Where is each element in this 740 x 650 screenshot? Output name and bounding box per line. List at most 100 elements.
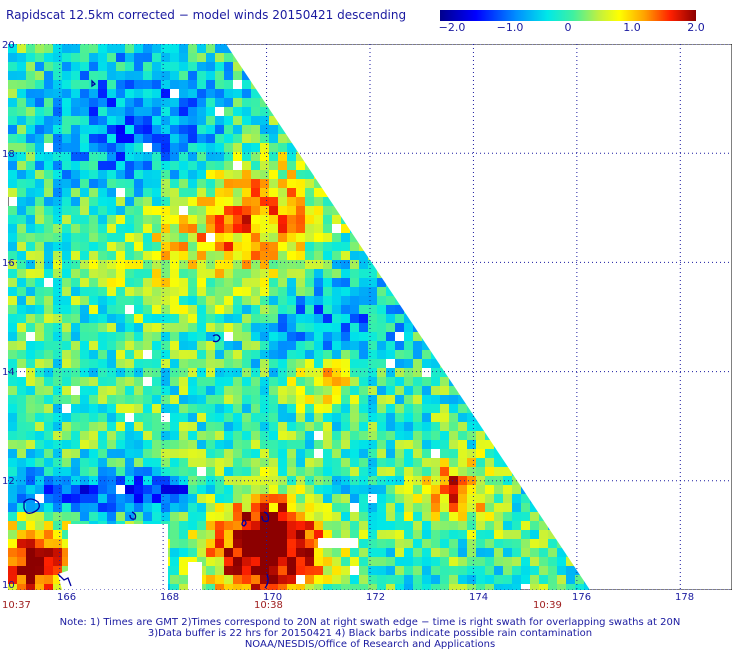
wind-cell — [386, 296, 395, 305]
wind-cell — [224, 251, 233, 260]
wind-cell — [179, 350, 188, 359]
wind-cell — [314, 476, 323, 485]
wind-cell — [422, 413, 431, 422]
wind-cell — [269, 476, 278, 485]
wind-cell — [368, 269, 377, 278]
wind-cell — [386, 404, 395, 413]
wind-cell — [431, 584, 440, 590]
wind-cell — [179, 377, 188, 386]
wind-cell — [206, 503, 215, 512]
wind-cell — [206, 134, 215, 143]
wind-cell — [125, 296, 134, 305]
wind-cell — [8, 341, 17, 350]
wind-cell — [8, 422, 17, 431]
wind-cell — [134, 449, 143, 458]
wind-cell — [53, 575, 62, 584]
wind-cell — [278, 368, 287, 377]
wind-cell — [80, 503, 89, 512]
wind-cell — [251, 215, 260, 224]
wind-cell — [116, 179, 125, 188]
wind-cell — [44, 467, 53, 476]
wind-cell — [62, 188, 71, 197]
wind-cell — [224, 107, 233, 116]
wind-cell — [53, 386, 62, 395]
wind-cell — [35, 116, 44, 125]
wind-cell — [224, 404, 233, 413]
wind-cell — [332, 386, 341, 395]
wind-cell — [44, 530, 53, 539]
wind-cell — [188, 530, 197, 539]
wind-cell — [224, 440, 233, 449]
wind-cell — [53, 260, 62, 269]
wind-cell — [305, 422, 314, 431]
wind-cell — [44, 53, 53, 62]
wind-cell — [116, 80, 125, 89]
wind-cell — [206, 368, 215, 377]
wind-cell — [152, 215, 161, 224]
wind-cell — [449, 503, 458, 512]
wind-cell — [368, 485, 377, 494]
wind-cell — [215, 575, 224, 584]
wind-cell — [287, 305, 296, 314]
wind-cell — [8, 125, 17, 134]
wind-cell — [206, 467, 215, 476]
wind-cell — [8, 260, 17, 269]
lat-label-14: 14 — [2, 367, 15, 378]
wind-cell — [422, 395, 431, 404]
wind-cell — [188, 197, 197, 206]
wind-cell — [71, 269, 80, 278]
wind-cell — [242, 107, 251, 116]
wind-cell — [152, 332, 161, 341]
wind-cell — [233, 386, 242, 395]
wind-cell — [80, 404, 89, 413]
wind-cell — [152, 179, 161, 188]
wind-cell — [287, 188, 296, 197]
wind-cell — [350, 575, 359, 584]
wind-cell — [44, 521, 53, 530]
wind-cell — [188, 467, 197, 476]
wind-cell — [242, 566, 251, 575]
wind-cell — [8, 242, 17, 251]
wind-cell — [71, 260, 80, 269]
wind-cell — [251, 386, 260, 395]
wind-cell — [305, 530, 314, 539]
wind-cell — [449, 530, 458, 539]
wind-cell — [440, 512, 449, 521]
wind-cell — [305, 566, 314, 575]
wind-cell — [521, 494, 530, 503]
wind-cell — [233, 413, 242, 422]
wind-cell — [197, 521, 206, 530]
wind-cell — [377, 422, 386, 431]
wind-cell — [170, 377, 179, 386]
wind-cell — [494, 548, 503, 557]
wind-cell — [224, 296, 233, 305]
wind-cell — [44, 296, 53, 305]
wind-cell — [53, 341, 62, 350]
wind-cell — [116, 503, 125, 512]
wind-cell — [134, 287, 143, 296]
wind-cell — [17, 125, 26, 134]
wind-cell — [467, 557, 476, 566]
wind-cell — [269, 278, 278, 287]
wind-cell — [305, 395, 314, 404]
wind-cell — [89, 224, 98, 233]
wind-cell — [107, 215, 116, 224]
wind-cell — [170, 152, 179, 161]
wind-cell — [485, 476, 494, 485]
wind-cell — [359, 341, 368, 350]
wind-cell — [422, 548, 431, 557]
wind-cell — [179, 494, 188, 503]
wind-cell — [170, 242, 179, 251]
wind-cell — [431, 413, 440, 422]
wind-cell — [62, 458, 71, 467]
wind-cell — [89, 323, 98, 332]
wind-cell — [458, 548, 467, 557]
wind-cell — [152, 422, 161, 431]
wind-cell — [98, 467, 107, 476]
wind-cell — [278, 242, 287, 251]
wind-cell — [278, 305, 287, 314]
wind-cell — [71, 179, 80, 188]
wind-cell — [98, 215, 107, 224]
wind-cell — [503, 467, 512, 476]
wind-cell — [287, 404, 296, 413]
